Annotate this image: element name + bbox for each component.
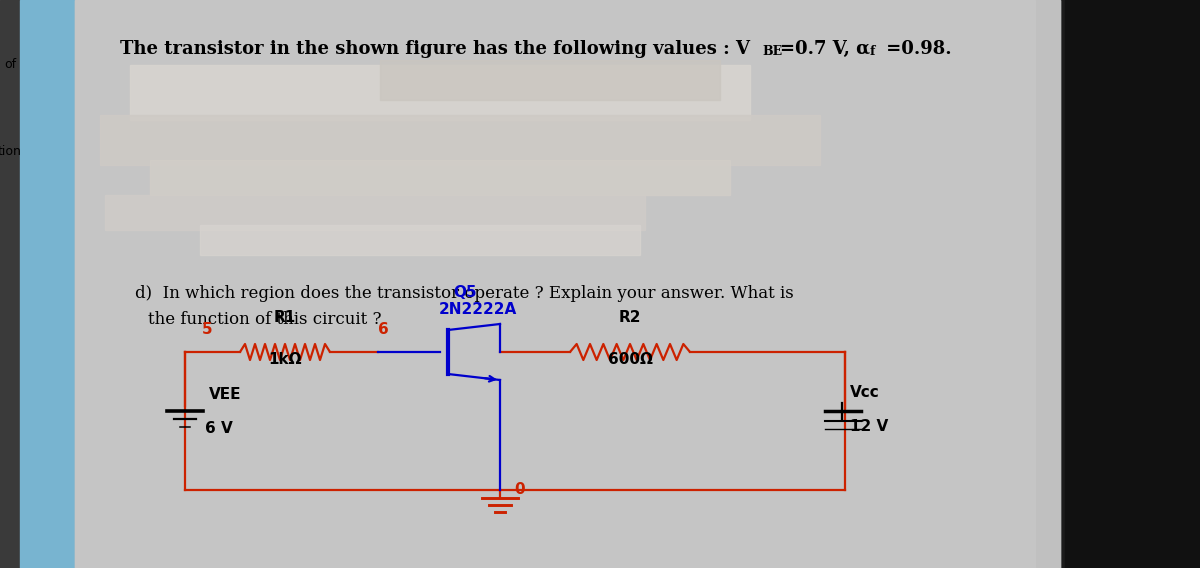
Text: =0.98.: =0.98. xyxy=(880,40,952,58)
Text: f: f xyxy=(870,45,875,58)
Text: tion: tion xyxy=(0,145,22,158)
Bar xyxy=(150,160,730,195)
Bar xyxy=(100,115,820,165)
Text: R1: R1 xyxy=(274,310,296,325)
Text: d)  In which region does the transistor operate ? Explain your answer. What is: d) In which region does the transistor o… xyxy=(134,285,793,302)
Bar xyxy=(0,0,20,568)
Bar xyxy=(0,0,1060,568)
Bar xyxy=(20,0,74,568)
Text: 0: 0 xyxy=(514,482,524,497)
Text: The transistor in the shown figure has the following values : V: The transistor in the shown figure has t… xyxy=(120,40,750,58)
Text: 600Ω: 600Ω xyxy=(607,352,653,367)
Text: the function of this circuit ?: the function of this circuit ? xyxy=(148,311,382,328)
Text: 1kΩ: 1kΩ xyxy=(269,352,301,367)
Bar xyxy=(106,195,646,230)
Text: 6 V: 6 V xyxy=(205,421,233,436)
Text: R2: R2 xyxy=(619,310,641,325)
Text: =0.7 V, α: =0.7 V, α xyxy=(780,40,870,58)
Text: 6: 6 xyxy=(378,322,389,337)
Bar xyxy=(74,0,1060,568)
Text: of: of xyxy=(4,58,16,71)
Text: VEE: VEE xyxy=(209,387,241,402)
Text: Vcc: Vcc xyxy=(850,385,880,400)
Bar xyxy=(380,60,720,100)
Text: 12 V: 12 V xyxy=(850,419,888,434)
Text: Q5: Q5 xyxy=(454,285,476,300)
Text: BE: BE xyxy=(762,45,782,58)
Bar xyxy=(130,65,750,120)
Bar xyxy=(74,0,1034,568)
Bar xyxy=(200,225,640,255)
Text: 2N2222A: 2N2222A xyxy=(439,302,517,317)
Bar xyxy=(1066,0,1200,568)
Text: 5: 5 xyxy=(202,322,212,337)
